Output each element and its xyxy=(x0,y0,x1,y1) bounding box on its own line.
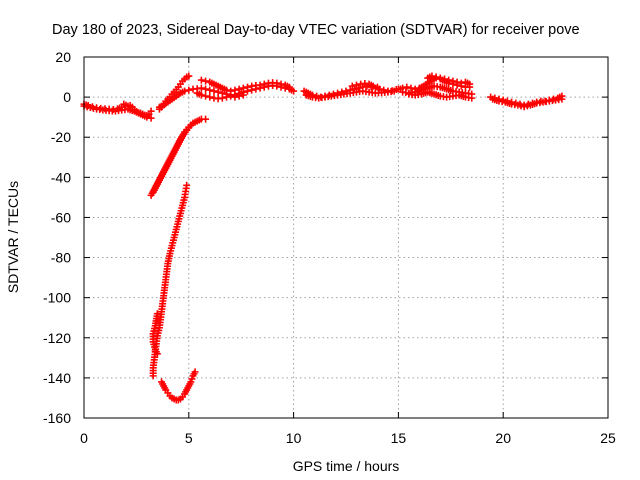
data-point xyxy=(191,368,199,376)
data-point xyxy=(243,83,251,91)
data-point xyxy=(373,83,381,91)
data-point xyxy=(436,74,444,82)
data-point xyxy=(181,87,189,95)
data-point xyxy=(202,85,210,93)
data-point xyxy=(197,76,205,84)
y-tick-label: -160 xyxy=(43,410,71,426)
data-point xyxy=(457,79,465,87)
data-point xyxy=(432,73,440,81)
y-tick-label: -20 xyxy=(51,129,71,145)
data-point xyxy=(202,77,210,85)
data-point xyxy=(218,94,226,102)
data-point xyxy=(206,86,214,94)
y-tick-label: -60 xyxy=(51,209,71,225)
data-point xyxy=(390,87,398,95)
data-point xyxy=(239,84,247,92)
data-point xyxy=(185,72,193,80)
y-tick-label: -80 xyxy=(51,250,71,266)
x-axis-label: GPS time / hours xyxy=(293,458,400,474)
x-tick-label: 15 xyxy=(391,430,407,446)
data-point xyxy=(235,85,243,93)
data-point xyxy=(153,350,161,358)
data-point xyxy=(223,86,231,94)
data-point xyxy=(235,92,243,100)
data-point xyxy=(523,102,531,110)
data-point xyxy=(210,87,218,95)
y-tick-label: -120 xyxy=(43,330,71,346)
data-point xyxy=(348,82,356,90)
x-tick-label: 20 xyxy=(495,430,511,446)
data-point xyxy=(223,93,231,101)
x-tick-label: 5 xyxy=(185,430,193,446)
y-tick-label: 0 xyxy=(63,89,71,105)
plot-frame xyxy=(83,56,609,419)
data-point xyxy=(197,84,205,92)
data-point xyxy=(517,102,525,110)
data-point xyxy=(86,104,94,112)
x-tick-label: 25 xyxy=(600,430,616,446)
data-point xyxy=(453,78,461,86)
data-point xyxy=(277,80,285,88)
grid-lines xyxy=(84,57,608,418)
data-point xyxy=(185,86,193,94)
data-point xyxy=(256,81,264,89)
data-point xyxy=(239,91,247,99)
data-point xyxy=(558,95,566,103)
data-point xyxy=(143,113,151,121)
data-point xyxy=(89,104,97,112)
data-point xyxy=(449,77,457,85)
data-point xyxy=(214,88,222,96)
data-points xyxy=(80,72,566,404)
data-point xyxy=(394,85,402,93)
data-point xyxy=(187,121,195,129)
y-axis-label: SDTVAR / TECUs xyxy=(5,181,21,293)
data-point xyxy=(260,80,268,88)
tick-labels: 0 5 10 15 20 25 20 0 -20 -40 -60 -80 -100 -120 -140 -16… xyxy=(43,49,616,446)
y-tick-label: -40 xyxy=(51,169,71,185)
data-point xyxy=(428,72,436,80)
data-point xyxy=(147,107,155,115)
x-tick-label: 10 xyxy=(286,430,302,446)
chart-title: Day 180 of 2023, Sidereal Day-to-day VTE… xyxy=(52,22,580,38)
data-point xyxy=(285,83,293,91)
data-point xyxy=(403,83,411,91)
data-point xyxy=(468,94,476,102)
data-point xyxy=(227,92,235,100)
data-point xyxy=(273,79,281,87)
data-point xyxy=(231,93,239,101)
data-point xyxy=(352,81,360,89)
y-tick-label: 20 xyxy=(55,49,71,65)
data-point xyxy=(290,87,298,95)
data-point xyxy=(147,114,155,122)
data-point xyxy=(369,82,377,90)
axis-ticks xyxy=(83,56,609,419)
x-tick-label: 0 xyxy=(80,430,88,446)
data-point xyxy=(149,372,157,380)
data-point xyxy=(520,103,528,111)
data-point xyxy=(466,80,474,88)
data-point xyxy=(206,93,214,101)
data-point xyxy=(407,84,415,92)
data-point xyxy=(445,76,453,84)
y-tick-label: -100 xyxy=(43,290,71,306)
data-point xyxy=(231,86,239,94)
y-tick-label: -140 xyxy=(43,370,71,386)
data-point xyxy=(514,101,522,109)
data-point xyxy=(197,91,205,99)
data-point xyxy=(202,115,210,123)
data-point xyxy=(441,75,449,83)
data-point xyxy=(202,92,210,100)
